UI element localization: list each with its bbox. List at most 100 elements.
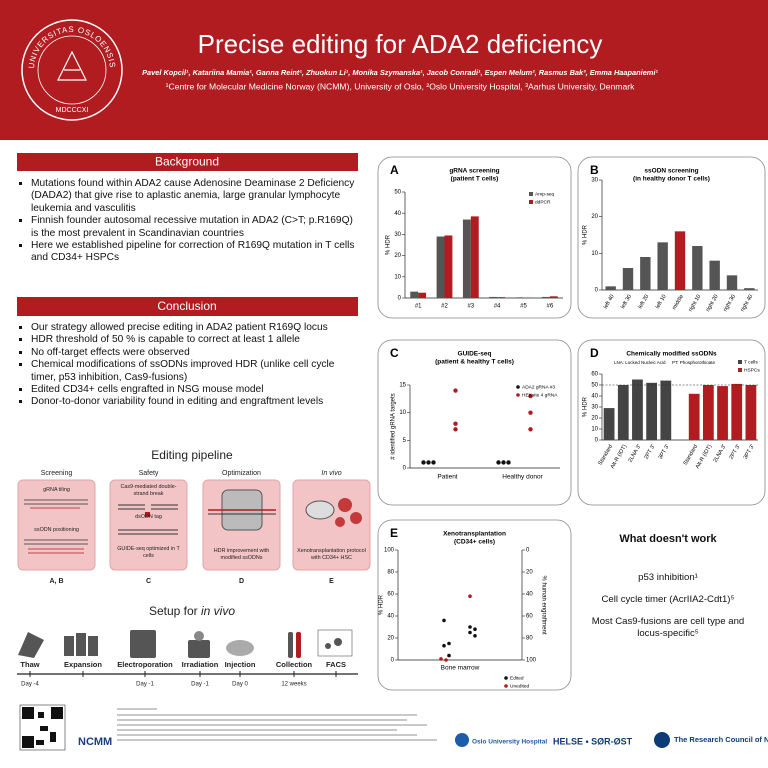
- seal-inner: [37, 35, 107, 105]
- y-axis-label: % HDR: [386, 234, 392, 255]
- point: [431, 460, 436, 465]
- bar: [622, 268, 634, 290]
- bar: [549, 296, 558, 298]
- setup-day: Day -1: [136, 682, 154, 688]
- bar: [692, 246, 703, 290]
- point: [496, 460, 501, 465]
- not-working-item: p53 inhibition¹: [638, 572, 698, 583]
- y-tick-label: 10: [591, 427, 598, 433]
- bar: [603, 408, 615, 440]
- step-ref: A, B: [50, 578, 64, 585]
- y-axis-label: % HDR: [583, 224, 589, 245]
- chart-title: ssODN screening: [644, 168, 698, 175]
- bar: [444, 235, 453, 298]
- y2-tick-label: 0: [526, 548, 530, 554]
- x-tick-label: #2: [441, 304, 448, 310]
- step-box: [17, 479, 96, 571]
- y-tick-label: 30: [591, 178, 598, 184]
- bar: [640, 257, 651, 290]
- y2-tick-label: 60: [526, 614, 533, 620]
- bar: [745, 385, 757, 440]
- legend-swatch: [529, 192, 533, 196]
- bar: [497, 297, 506, 298]
- panel: [577, 339, 766, 506]
- legend-label: Edited: [510, 675, 524, 681]
- bullet: Donor-to-donor variability found in edit…: [31, 396, 358, 408]
- bar: [731, 383, 743, 440]
- step-text: GUIDE-seq optimized in T cells: [117, 546, 180, 559]
- background-list: Mutations found within ADA2 cause Adenos…: [17, 178, 358, 265]
- bar: [646, 382, 658, 440]
- panel-letter: A: [390, 163, 399, 177]
- step-text: Cas9-mediated double-strand break: [120, 484, 177, 497]
- legend-label: HEKsite 4 gRNA: [522, 392, 558, 398]
- screening-lines: [24, 499, 88, 554]
- y-tick-label: 20: [591, 416, 598, 422]
- y-tick-label: 100: [384, 548, 395, 554]
- footer-logo: HELSE • SØR-ØST: [553, 736, 633, 746]
- setup-label: Injection: [225, 660, 256, 669]
- point: [453, 421, 458, 426]
- setup-label: Collection: [276, 660, 313, 669]
- not-working-item: Most Cas9-fusions are cell type and locu…: [591, 616, 745, 639]
- step-text: Xenotransplantation protocol with CD34+ …: [297, 548, 366, 561]
- y-tick-label: 10: [399, 410, 406, 416]
- footer-logo: NCMM: [78, 736, 112, 748]
- legend-label: T cells: [744, 359, 758, 365]
- conclusion-bar: [17, 297, 358, 316]
- setup-heading: Setup for in vivo: [149, 604, 235, 618]
- point: [506, 460, 511, 465]
- y-tick-label: 50: [591, 383, 598, 389]
- legend-label: HSPCs: [744, 367, 760, 373]
- setup-label: Expansion: [64, 660, 102, 669]
- point: [453, 427, 458, 432]
- x-tick-label: #4: [494, 304, 501, 310]
- background-body: Mutations found within ADA2 cause Adenos…: [17, 178, 358, 265]
- y-tick-label: 40: [591, 394, 598, 400]
- y-tick-label: 80: [387, 570, 394, 576]
- chart-subtitle: (in healthy donor T cells): [633, 176, 710, 183]
- y2-axis-label: % human engraftment: [540, 575, 546, 634]
- point: [439, 657, 443, 661]
- references-text: [117, 708, 437, 741]
- chart-title: Xenotransplantation: [443, 531, 506, 538]
- setup-label: FACS: [326, 660, 346, 669]
- bar: [418, 292, 427, 298]
- legend-swatch: [738, 368, 742, 372]
- bar: [702, 385, 714, 440]
- step-text: gRNA tiling: [43, 487, 70, 493]
- panel: [377, 339, 572, 506]
- bullet: HDR threshold of 50 % is capable to corr…: [31, 334, 358, 346]
- setup-day: Day 0: [232, 682, 248, 688]
- chart-subtitle: (CD34+ cells): [454, 539, 495, 546]
- y-axis-label: # identified gRNA targets: [391, 393, 397, 459]
- point: [528, 393, 533, 399]
- step-title: Screening: [41, 470, 73, 477]
- chart-subtitle: (patient T cells): [451, 176, 499, 183]
- x-tick-label: #3: [467, 304, 474, 310]
- step-ref: E: [329, 578, 334, 585]
- bar: [709, 260, 720, 290]
- bullet: Chemical modifications of ssODNs improve…: [31, 359, 358, 384]
- y-tick-label: 20: [591, 214, 598, 220]
- legend-label: Unedited: [510, 683, 530, 689]
- y-tick-label: 30: [394, 232, 401, 238]
- legend-swatch: [516, 393, 520, 397]
- setup-day: Day -4: [21, 682, 39, 688]
- point: [473, 634, 477, 638]
- background-bar: [17, 153, 358, 171]
- bar: [541, 296, 550, 298]
- bullet: Here we established pipeline for correct…: [31, 240, 358, 265]
- y-tick-label: 5: [403, 438, 407, 444]
- conclusion-body: Our strategy allowed precise editing in …: [17, 322, 358, 409]
- y2-tick-label: 20: [526, 570, 533, 576]
- bar: [688, 393, 700, 440]
- background-heading: Background: [155, 155, 219, 169]
- y-tick-label: 60: [591, 372, 598, 378]
- y2-tick-label: 100: [526, 658, 537, 664]
- point: [473, 627, 477, 631]
- y-tick-label: 0: [403, 466, 407, 472]
- footer-logo: The Research Council of Norway: [674, 735, 768, 744]
